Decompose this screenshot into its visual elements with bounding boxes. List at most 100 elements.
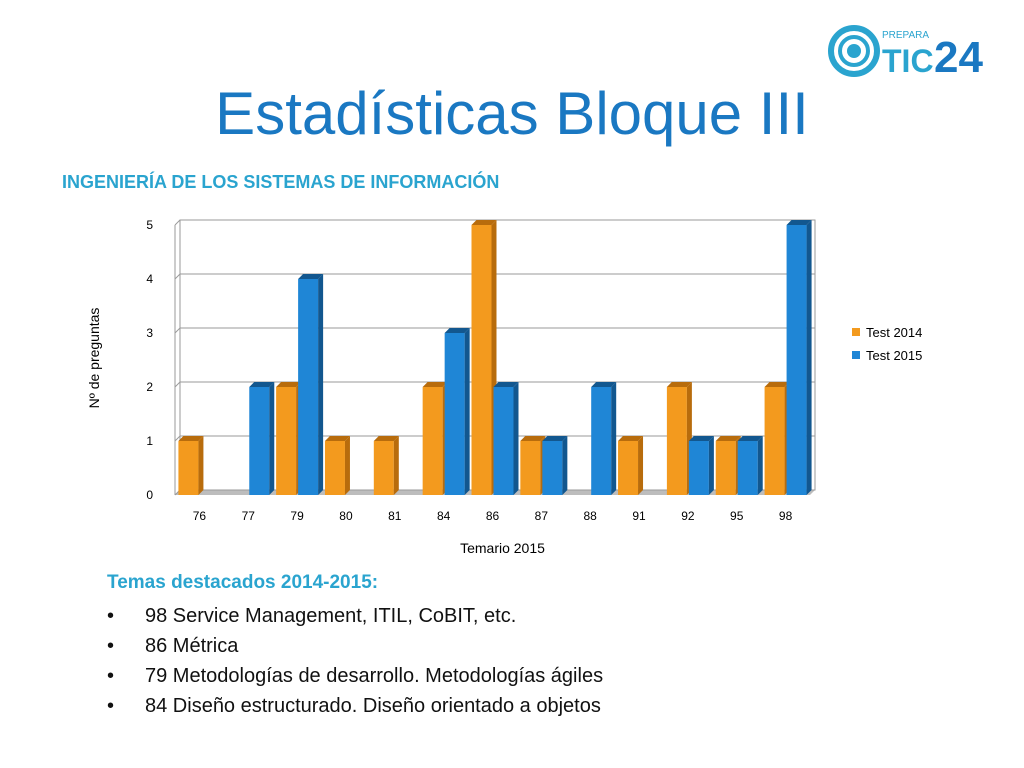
gridline-depth (174, 381, 181, 388)
chart-bar-top (786, 220, 812, 225)
section-subtitle: INGENIERÍA DE LOS SISTEMAS DE INFORMACIÓ… (62, 172, 500, 192)
chart-bar (178, 441, 199, 495)
chart-bar-side (269, 382, 275, 495)
highlights-section: Temas destacados 2014-2015: • 98 Service … (107, 572, 907, 721)
chart-bar-top (764, 382, 790, 387)
x-tick-label: 87 (535, 509, 549, 523)
highlights-title: Temas destacados 2014-2015: (107, 572, 379, 593)
chart-bar (786, 225, 807, 495)
chart-bar-top (444, 328, 470, 333)
chart-bar (715, 441, 736, 495)
bullet: • (107, 695, 115, 717)
bullet: • (107, 635, 115, 657)
y-axis-label: Nº de preguntas (86, 308, 102, 409)
chart-bar-side (513, 382, 519, 495)
chart-bar-top (688, 436, 714, 441)
chart-bar (542, 441, 563, 495)
chart-bar-top (666, 382, 692, 387)
x-tick-label: 84 (437, 509, 451, 523)
x-tick-label: 76 (193, 509, 207, 523)
highlight-item: • 98 Service Management, ITIL, CoBIT, etc… (107, 601, 907, 631)
chart-bar-top (737, 436, 763, 441)
chart-bar (764, 387, 785, 495)
logo-circle-icon (828, 25, 880, 77)
x-tick-label: 77 (242, 509, 256, 523)
chart-bar-side (393, 436, 399, 495)
prepara-tic24-logo: PREPARA TIC 24 (826, 22, 1004, 82)
x-tick-label: 95 (730, 509, 744, 523)
chart-bar (422, 387, 443, 495)
legend-label: Test 2014 (866, 325, 922, 340)
gridline-depth (174, 435, 181, 442)
chart-bar (618, 441, 639, 495)
legend-swatch (852, 328, 860, 336)
chart-bar-top (618, 436, 644, 441)
highlight-text: 79 Metodologías de desarrollo. Metodolog… (145, 665, 604, 687)
highlight-item: • 84 Diseño estructurado. Diseño orientad… (107, 691, 907, 721)
chart-bar-top (715, 436, 741, 441)
gridline-depth (174, 327, 181, 334)
chart-bar-top (520, 436, 546, 441)
chart-bar (591, 387, 612, 495)
x-tick-label: 98 (779, 509, 793, 523)
logo-number: 24 (934, 33, 983, 80)
chart-bar-side (757, 436, 763, 495)
chart-bar (298, 279, 319, 495)
bullet: • (107, 665, 115, 687)
highlight-item: • 79 Metodologías de desarrollo. Metodolo… (107, 661, 907, 691)
highlight-text: 86 Métrica (145, 635, 239, 657)
y-tick-label: 4 (146, 272, 153, 286)
chart-bar (737, 441, 758, 495)
chart-bar (520, 441, 541, 495)
gridline-depth (174, 219, 181, 226)
gridline-depth (174, 273, 181, 280)
highlight-item: • 86 Métrica (107, 631, 907, 661)
chart-bar (493, 387, 514, 495)
chart-bar-top (178, 436, 204, 441)
chart-bar-top (298, 274, 324, 279)
x-tick-label: 91 (632, 509, 646, 523)
chart-bar-side (198, 436, 204, 495)
chart-bar (666, 387, 687, 495)
chart-bar-side (638, 436, 644, 495)
chart-bar-top (276, 382, 302, 387)
y-tick-label: 2 (146, 380, 153, 394)
x-tick-label: 88 (584, 509, 598, 523)
chart-bar (688, 441, 709, 495)
x-axis-label: Temario 2015 (460, 540, 545, 556)
chart-bar-top (471, 220, 497, 225)
chart-bar-side (806, 220, 812, 495)
chart-bar-top (422, 382, 448, 387)
x-tick-label: 79 (290, 509, 304, 523)
y-tick-label: 0 (146, 488, 153, 502)
chart-bar-side (318, 274, 324, 495)
chart-bar-top (373, 436, 399, 441)
chart-bar-side (708, 436, 714, 495)
chart-bar (324, 441, 345, 495)
chart-bar (276, 387, 297, 495)
chart-bar-side (344, 436, 350, 495)
bar-chart: 0 1 2 3 4 5 76 77 79 80 81 84 86 87 88 91 92 95 98 Temario … (86, 218, 922, 556)
bullet: • (107, 605, 115, 627)
chart-bar-side (562, 436, 568, 495)
chart-bar-top (249, 382, 275, 387)
logo-text: TIC (882, 43, 934, 79)
highlight-text: 84 Diseño estructurado. Diseño orientado… (145, 695, 601, 717)
x-tick-label: 92 (681, 509, 695, 523)
page-title: Estadísticas Bloque III (215, 80, 809, 147)
chart-bar (373, 441, 394, 495)
chart-bar-side (464, 328, 470, 495)
y-tick-label: 1 (146, 434, 153, 448)
chart-bar-side (611, 382, 617, 495)
chart-bar-top (493, 382, 519, 387)
chart-bar (444, 333, 465, 495)
chart-bar-top (542, 436, 568, 441)
chart-bar-top (324, 436, 350, 441)
y-tick-label: 3 (146, 326, 153, 340)
x-tick-label: 81 (388, 509, 402, 523)
legend-label: Test 2015 (866, 348, 922, 363)
chart-bar (471, 225, 492, 495)
y-tick-label: 5 (146, 218, 153, 232)
chart-bar-top (591, 382, 617, 387)
chart-bar (249, 387, 270, 495)
